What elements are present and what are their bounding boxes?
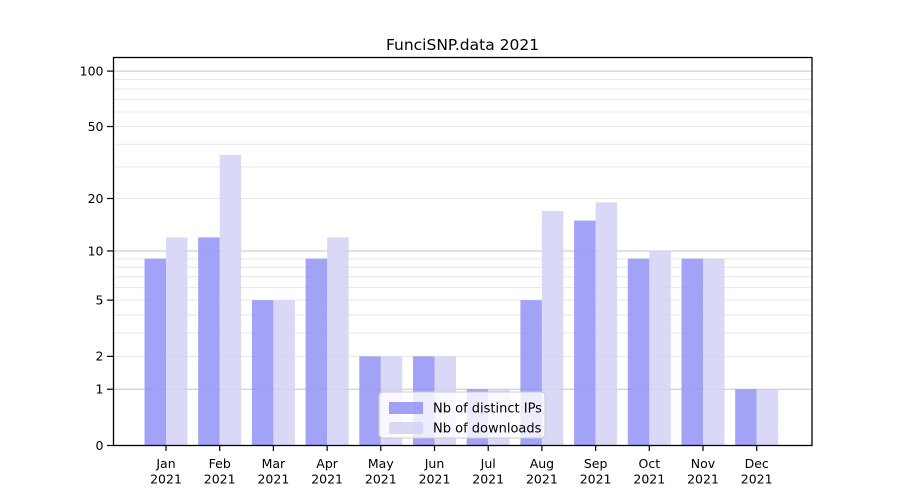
x-tick-label-mar: Mar 2021 bbox=[257, 456, 289, 487]
bar-distinct-ips-mar bbox=[251, 300, 274, 446]
y-tick-label-50: 50 bbox=[88, 119, 104, 134]
legend-swatch-distinct-ips bbox=[389, 402, 423, 414]
bar-downloads-sep bbox=[595, 202, 618, 446]
y-tick-label-100: 100 bbox=[80, 63, 104, 78]
bar-downloads-aug bbox=[541, 211, 564, 446]
x-tick-label-feb: Feb 2021 bbox=[204, 456, 236, 487]
bar-downloads-nov bbox=[703, 258, 725, 446]
legend: Nb of distinct IPs Nb of downloads bbox=[378, 391, 546, 439]
bar-distinct-ips-dec bbox=[735, 389, 757, 446]
bar-distinct-ips-may bbox=[359, 356, 381, 446]
bar-downloads-feb bbox=[219, 154, 242, 446]
chart-title: FunciSNP.data 2021 bbox=[385, 36, 540, 54]
x-tick-label-jun: Jun 2021 bbox=[419, 456, 451, 487]
x-tick-label-may: May 2021 bbox=[365, 456, 397, 487]
legend-label-downloads: Nb of downloads bbox=[433, 422, 542, 437]
bar-downloads-oct bbox=[649, 250, 671, 446]
x-tick-label-jul: Jul 2021 bbox=[472, 456, 504, 487]
y-tick-label-1: 1 bbox=[96, 382, 104, 397]
bar-distinct-ips-jan bbox=[144, 258, 166, 446]
bar-distinct-ips-nov bbox=[681, 258, 703, 446]
x-tick-label-aug: Aug 2021 bbox=[526, 456, 558, 487]
bar-distinct-ips-feb bbox=[198, 237, 220, 446]
y-tick-label-2: 2 bbox=[96, 349, 104, 364]
x-tick-label-dec: Dec 2021 bbox=[741, 456, 773, 487]
legend-swatch-downloads bbox=[389, 422, 423, 434]
y-tick-label-20: 20 bbox=[88, 191, 104, 206]
x-tick-label-apr: Apr 2021 bbox=[311, 456, 343, 487]
x-tick-label-nov: Nov 2021 bbox=[687, 456, 719, 487]
x-tick-label-oct: Oct 2021 bbox=[633, 456, 665, 487]
bar-distinct-ips-sep bbox=[574, 220, 596, 446]
bar-downloads-dec bbox=[756, 389, 779, 446]
bar-distinct-ips-oct bbox=[627, 258, 650, 446]
bar-downloads-apr bbox=[327, 237, 349, 446]
x-tick-label-sep: Sep 2021 bbox=[580, 456, 612, 487]
legend-label-distinct-ips: Nb of distinct IPs bbox=[433, 402, 542, 417]
y-tick-label-5: 5 bbox=[96, 292, 104, 307]
x-tick-label-jan: Jan 2021 bbox=[150, 456, 182, 487]
y-tick-label-0: 0 bbox=[96, 438, 104, 453]
bar-downloads-mar bbox=[273, 300, 295, 446]
bar-distinct-ips-apr bbox=[305, 258, 328, 446]
y-tick-label-10: 10 bbox=[88, 243, 104, 258]
bar-downloads-jan bbox=[166, 237, 188, 446]
